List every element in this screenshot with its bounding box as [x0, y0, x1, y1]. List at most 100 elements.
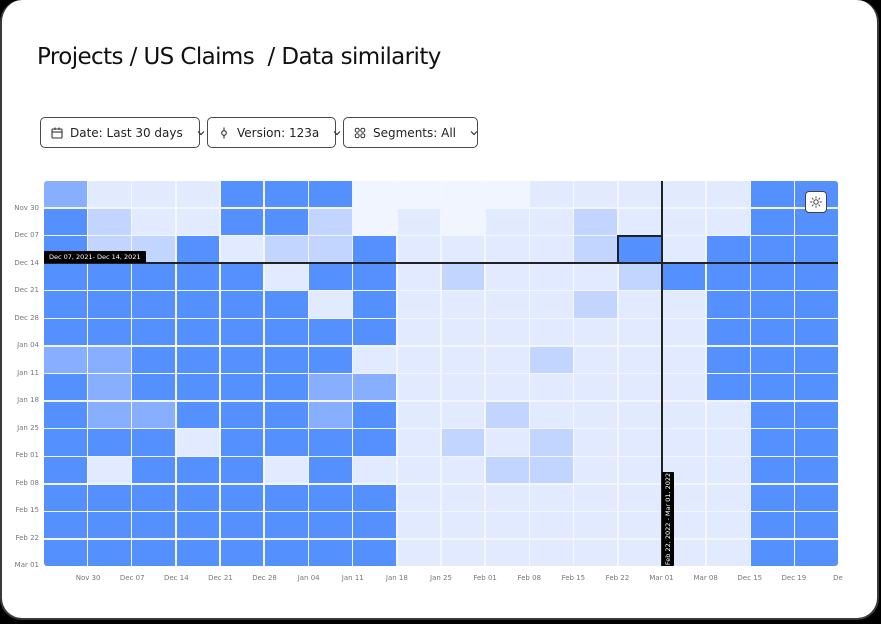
heatmap-cell[interactable]	[176, 429, 220, 456]
heatmap-cell[interactable]	[309, 539, 352, 566]
heatmap-cell[interactable]	[795, 291, 838, 318]
heatmap-cell[interactable]	[397, 181, 441, 208]
heatmap-cell[interactable]	[176, 236, 220, 263]
heatmap-cell[interactable]	[574, 208, 618, 235]
heatmap-cell[interactable]	[530, 208, 573, 235]
heatmap-cell[interactable]	[751, 401, 794, 428]
heatmap-cell[interactable]	[662, 374, 706, 401]
heatmap-cell[interactable]	[618, 484, 662, 511]
heatmap-cell[interactable]	[574, 429, 618, 456]
heatmap-cell[interactable]	[706, 401, 750, 428]
heatmap-cell[interactable]	[176, 374, 220, 401]
heatmap-cell[interactable]	[751, 263, 794, 290]
heatmap-cell[interactable]	[44, 539, 87, 566]
heatmap-cell[interactable]	[706, 346, 750, 373]
heatmap-cell[interactable]	[176, 319, 220, 346]
heatmap-cell[interactable]	[441, 263, 485, 290]
heatmap-cell[interactable]	[353, 374, 397, 401]
heatmap-cell[interactable]	[485, 181, 529, 208]
heatmap-cell[interactable]	[574, 484, 618, 511]
heatmap-cell[interactable]	[618, 346, 662, 373]
heatmap-cell[interactable]	[220, 512, 264, 539]
heatmap-cell[interactable]	[353, 181, 397, 208]
heatmap-cell[interactable]	[132, 208, 176, 235]
heatmap-cell[interactable]	[397, 263, 441, 290]
heatmap-cell[interactable]	[132, 346, 176, 373]
heatmap-cell[interactable]	[751, 484, 794, 511]
heatmap-cell[interactable]	[530, 236, 573, 263]
heatmap-cell[interactable]	[264, 484, 308, 511]
heatmap-cell[interactable]	[397, 457, 441, 484]
heatmap-cell[interactable]	[706, 236, 750, 263]
heatmap-cell[interactable]	[662, 457, 706, 484]
heatmap-cell[interactable]	[132, 263, 176, 290]
heatmap-cell[interactable]	[530, 539, 573, 566]
heatmap-cell[interactable]	[706, 374, 750, 401]
heatmap-cell[interactable]	[795, 401, 838, 428]
heatmap-cell[interactable]	[795, 319, 838, 346]
heatmap-cell[interactable]	[309, 429, 352, 456]
heatmap-cell[interactable]	[44, 374, 87, 401]
heatmap-cell[interactable]	[662, 236, 706, 263]
heatmap-cell[interactable]	[618, 319, 662, 346]
heatmap-cell[interactable]	[662, 512, 706, 539]
heatmap-cell[interactable]	[132, 484, 176, 511]
heatmap-cell[interactable]	[441, 429, 485, 456]
heatmap-cell[interactable]	[574, 263, 618, 290]
heatmap-cell[interactable]	[88, 291, 131, 318]
heatmap-cell[interactable]	[530, 401, 573, 428]
heatmap-cell[interactable]	[132, 374, 176, 401]
heatmap-cell[interactable]	[441, 319, 485, 346]
heatmap-cell[interactable]	[264, 401, 308, 428]
heatmap-cell[interactable]	[618, 401, 662, 428]
heatmap-cell[interactable]	[353, 291, 397, 318]
heatmap-cell[interactable]	[353, 236, 397, 263]
heatmap-cell[interactable]	[176, 512, 220, 539]
heatmap-cell[interactable]	[795, 539, 838, 566]
heatmap-cell[interactable]	[176, 401, 220, 428]
heatmap-cell[interactable]	[309, 401, 352, 428]
heatmap-cell[interactable]	[132, 291, 176, 318]
heatmap-cell[interactable]	[88, 346, 131, 373]
heatmap-cell[interactable]	[530, 346, 573, 373]
heatmap-cell[interactable]	[662, 346, 706, 373]
theme-toggle-button[interactable]	[805, 191, 827, 213]
heatmap-cell[interactable]	[441, 291, 485, 318]
heatmap-cell[interactable]	[618, 208, 662, 235]
heatmap-cell[interactable]	[264, 236, 308, 263]
heatmap-cell[interactable]	[397, 319, 441, 346]
heatmap-cell[interactable]	[88, 539, 131, 566]
heatmap-cell[interactable]	[309, 291, 352, 318]
heatmap-cell[interactable]	[530, 429, 573, 456]
heatmap-cell[interactable]	[751, 208, 794, 235]
heatmap-cell[interactable]	[353, 263, 397, 290]
heatmap-cell[interactable]	[220, 208, 264, 235]
heatmap-cell[interactable]	[88, 263, 131, 290]
heatmap-cell[interactable]	[574, 291, 618, 318]
heatmap-cell[interactable]	[751, 319, 794, 346]
heatmap-cell[interactable]	[309, 263, 352, 290]
heatmap-cell[interactable]	[574, 401, 618, 428]
heatmap-cell[interactable]	[751, 291, 794, 318]
heatmap-cell[interactable]	[88, 401, 131, 428]
heatmap-cell[interactable]	[706, 181, 750, 208]
heatmap-cell[interactable]	[574, 181, 618, 208]
heatmap-cell[interactable]	[530, 263, 573, 290]
heatmap-cell[interactable]	[706, 429, 750, 456]
heatmap-cell[interactable]	[530, 512, 573, 539]
heatmap-cell[interactable]	[132, 457, 176, 484]
heatmap-cell[interactable]	[309, 484, 352, 511]
heatmap-cell[interactable]	[662, 263, 706, 290]
heatmap-cell[interactable]	[264, 457, 308, 484]
heatmap-cell[interactable]	[88, 457, 131, 484]
heatmap-cell[interactable]	[88, 208, 131, 235]
heatmap-cell[interactable]	[485, 429, 529, 456]
heatmap-cell[interactable]	[706, 484, 750, 511]
heatmap-cell[interactable]	[441, 484, 485, 511]
heatmap-cell[interactable]	[264, 374, 308, 401]
heatmap-grid[interactable]	[44, 181, 838, 566]
heatmap-cell[interactable]	[485, 346, 529, 373]
heatmap-cell[interactable]	[88, 429, 131, 456]
heatmap-cell[interactable]	[574, 512, 618, 539]
heatmap-cell[interactable]	[353, 346, 397, 373]
